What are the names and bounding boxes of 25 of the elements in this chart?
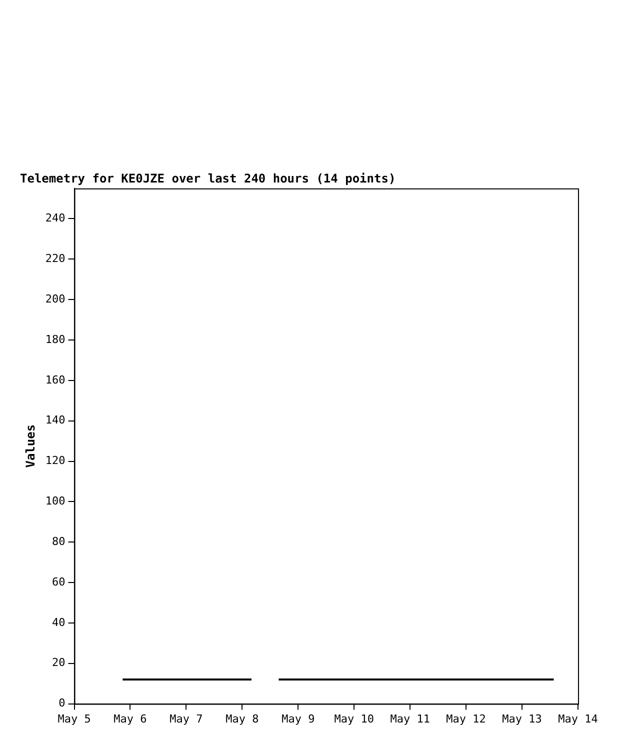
x-tick-label: May 10 [334, 712, 374, 726]
y-tick-label: 220 [45, 252, 66, 265]
chart-title: Telemetry for KE0JZE over last 240 hours (14 points) [20, 171, 396, 186]
y-axis-title: Values [23, 424, 38, 468]
y-tick-label: 180 [45, 332, 66, 346]
y-tick-label: 20 [52, 656, 66, 670]
x-tick-label: May 5 [58, 712, 91, 726]
y-tick-label: 240 [45, 212, 66, 225]
x-tick-label: May 13 [502, 712, 542, 726]
y-tick-label: 40 [52, 616, 66, 629]
y-tick-label: 140 [45, 414, 66, 427]
y-tick-label: 100 [45, 494, 66, 508]
y-tick-label: 60 [52, 575, 66, 588]
y-tick-label: 120 [45, 454, 66, 468]
y-tick-label: 200 [45, 292, 66, 306]
x-tick-label: May 6 [114, 712, 147, 726]
x-tick-label: May 11 [390, 712, 430, 726]
x-tick-label: May 8 [226, 712, 259, 726]
y-tick-label: 160 [45, 373, 66, 386]
y-tick-label: 0 [58, 696, 66, 710]
x-tick-label: May 12 [446, 712, 486, 726]
y-tick-label: 80 [52, 534, 66, 548]
x-tick-label: May 14 [558, 712, 598, 726]
x-tick-label: May 9 [282, 712, 315, 726]
x-tick-label: May 7 [170, 712, 203, 726]
